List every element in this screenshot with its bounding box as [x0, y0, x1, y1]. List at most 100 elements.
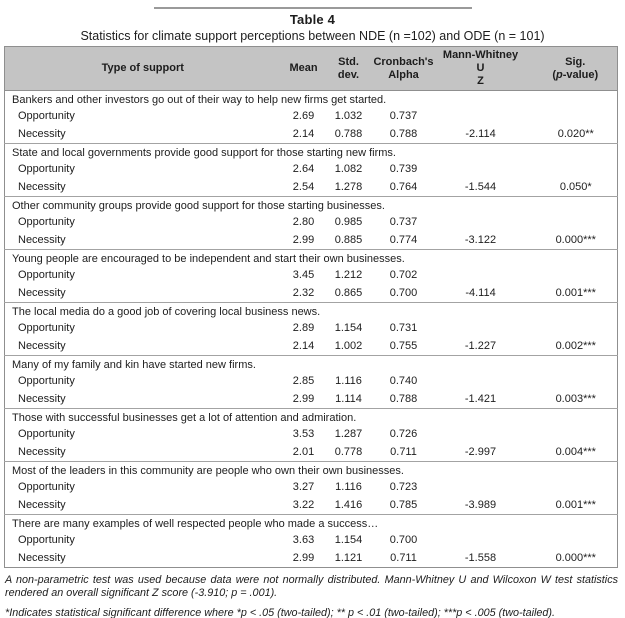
mann-whitney-z-cell: -1.421 [464, 393, 497, 405]
support-type-cell: Necessity [18, 393, 66, 405]
cronbachs-alpha-cell: 0.788 [389, 128, 418, 140]
std-dev-cell: 1.114 [335, 393, 362, 405]
data-row-necessity: Necessity 2.14 0.788 0.788 -2.114 0.020** [5, 125, 618, 144]
statement-row: Many of my family and kin have started n… [4, 355, 618, 372]
support-type-cell: Necessity [18, 552, 66, 564]
sig-cell: 0.000*** [555, 552, 596, 564]
support-type-cell: Necessity [18, 499, 66, 511]
cronbachs-alpha-cell: 0.737 [389, 216, 418, 228]
statement-text: Bankers and other investors go out of th… [12, 94, 387, 106]
support-type-cell: Necessity [18, 340, 66, 352]
statement-text: Many of my family and kin have started n… [4, 355, 618, 372]
statement-row: State and local governments provide good… [4, 143, 618, 160]
mann-whitney-z-cell: -2.997 [464, 446, 497, 458]
sig-cell [525, 372, 618, 390]
data-row-opportunity: Opportunity 2.69 1.032 0.737 [5, 107, 618, 125]
data-row-opportunity: Opportunity 3.27 1.116 0.723 [5, 478, 618, 496]
cronbachs-alpha-cell: 0.774 [389, 234, 418, 246]
mann-whitney-z-cell [437, 160, 525, 178]
table-body: Bankers and other investors go out of th… [4, 91, 618, 568]
mean-cell: 2.14 [292, 128, 315, 140]
footnote-significance-levels: *Indicates statistical significant diffe… [5, 607, 556, 618]
mann-whitney-z-cell [437, 107, 525, 125]
mann-whitney-z-cell: -1.558 [464, 552, 497, 564]
cronbachs-alpha-cell: 0.723 [389, 481, 418, 493]
mean-cell: 2.69 [292, 110, 315, 122]
support-type-cell: Necessity [18, 287, 66, 299]
data-row-necessity: Necessity 2.99 1.114 0.788 -1.421 0.003*** [5, 390, 618, 409]
std-dev-cell: 0.885 [334, 234, 363, 246]
data-row-necessity: Necessity 2.54 1.278 0.764 -1.544 0.050* [5, 178, 618, 197]
statistics-table: Type of support Mean Std. dev. Cronbach's Alp… [4, 46, 618, 568]
sig-cell [525, 213, 618, 231]
support-type-cell: Opportunity [18, 375, 75, 387]
mean-cell: 2.89 [292, 322, 315, 334]
data-row-opportunity: Opportunity 2.64 1.082 0.739 [5, 160, 618, 178]
std-dev-cell: 1.287 [334, 428, 363, 440]
mann-whitney-z-cell [437, 531, 525, 549]
data-row-opportunity: Opportunity 2.85 1.116 0.740 [5, 372, 618, 390]
sig-cell: 0.001*** [555, 499, 596, 511]
mann-whitney-z-cell: -1.227 [464, 340, 497, 352]
mann-whitney-z-cell: -2.114 [465, 128, 496, 140]
statement-text: Those with successful businesses get a l… [4, 408, 618, 425]
mean-cell: 3.45 [292, 269, 315, 281]
mean-cell: 2.54 [292, 181, 315, 193]
statement-text: Young people are encouraged to be indepe… [4, 249, 618, 266]
sig-cell: 0.004*** [555, 446, 596, 458]
mean-cell: 3.53 [292, 428, 315, 440]
std-dev-cell: 1.278 [334, 181, 363, 193]
cronbachs-alpha-cell: 0.700 [389, 287, 418, 299]
column-header-sig: Sig. (p-value) [524, 46, 618, 91]
mann-whitney-z-cell [437, 213, 525, 231]
statement-row: The local media do a good job of coverin… [4, 302, 618, 319]
statement-row: Most of the leaders in this community ar… [4, 461, 618, 478]
statement-row: There are many examples of well respecte… [4, 514, 618, 531]
sig-cell: 0.000*** [555, 234, 596, 246]
footnotes: A non-parametric test was used because d… [5, 574, 618, 618]
sig-cell: 0.002*** [555, 340, 596, 352]
mann-whitney-z-cell: -4.114 [465, 287, 496, 299]
cronbachs-alpha-cell: 0.731 [389, 322, 418, 334]
data-row-necessity: Necessity 3.22 1.416 0.785 -3.989 0.001*** [5, 496, 618, 515]
cronbachs-alpha-cell: 0.711 [390, 446, 417, 458]
mann-whitney-z-cell [437, 478, 525, 496]
statement-row: Young people are encouraged to be indepe… [4, 249, 618, 266]
data-row-necessity: Necessity 2.01 0.778 0.711 -2.997 0.004*** [5, 443, 618, 462]
cronbachs-alpha-cell: 0.785 [389, 499, 418, 511]
statement-text: The local media do a good job of coverin… [4, 302, 618, 319]
mann-whitney-z-cell [437, 266, 525, 284]
std-dev-cell: 0.778 [334, 446, 363, 458]
cronbachs-alpha-cell: 0.788 [389, 393, 418, 405]
std-dev-cell: 1.032 [334, 110, 363, 122]
support-type-cell: Opportunity [18, 534, 75, 546]
mann-whitney-z-cell [437, 319, 525, 337]
std-dev-cell: 1.212 [334, 269, 363, 281]
statement-text: Most of the leaders in this community ar… [4, 461, 618, 478]
data-row-opportunity: Opportunity 2.80 0.985 0.737 [5, 213, 618, 231]
data-row-opportunity: Opportunity 2.89 1.154 0.731 [5, 319, 618, 337]
mean-cell: 3.63 [292, 534, 315, 546]
support-type-cell: Opportunity [18, 428, 75, 440]
support-type-cell: Necessity [18, 128, 66, 140]
sig-cell: 0.050* [559, 181, 592, 193]
sig-cell [525, 266, 618, 284]
statement-text: There are many examples of well respecte… [4, 514, 618, 531]
cronbachs-alpha-cell: 0.740 [389, 375, 418, 387]
cronbachs-alpha-cell: 0.764 [389, 181, 418, 193]
sig-cell [525, 531, 618, 549]
cronbachs-alpha-cell: 0.739 [389, 163, 418, 175]
std-dev-cell: 0.788 [334, 128, 363, 140]
mean-cell: 2.80 [292, 216, 315, 228]
sig-cell [525, 319, 618, 337]
support-type-cell: Opportunity [18, 216, 75, 228]
support-type-cell: Opportunity [18, 163, 75, 175]
sig-cell: 0.020** [557, 128, 594, 140]
statement-row: Bankers and other investors go out of th… [5, 91, 618, 108]
footnote-nonparametric-test: A non-parametric test was used because d… [5, 574, 618, 599]
mann-whitney-z-cell [437, 425, 525, 443]
top-rule-divider [153, 7, 472, 9]
std-dev-cell: 1.002 [334, 340, 363, 352]
mean-cell: 2.99 [292, 552, 315, 564]
